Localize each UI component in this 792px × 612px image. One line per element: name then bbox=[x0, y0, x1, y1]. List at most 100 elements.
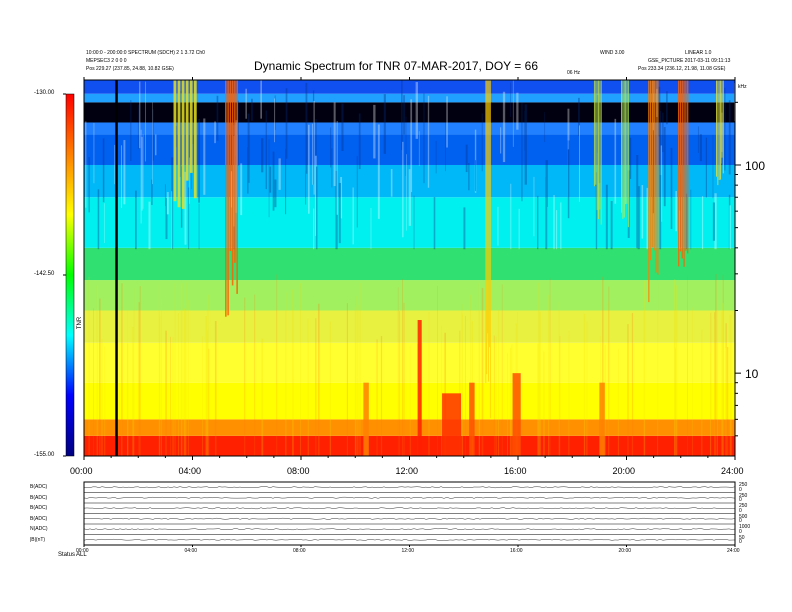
spectrum-streak bbox=[641, 185, 644, 239]
spectrum-streak bbox=[171, 157, 174, 250]
spectrum-band-1 bbox=[84, 419, 735, 436]
spectrum-streak bbox=[329, 321, 331, 456]
spectrum-streak bbox=[660, 145, 663, 222]
burst-lane bbox=[621, 80, 623, 213]
spectrum-streak bbox=[714, 319, 716, 456]
spectrum-streak bbox=[104, 203, 105, 244]
x-tick-label: 16:00 bbox=[504, 466, 527, 476]
spectrum-streak bbox=[383, 94, 386, 154]
spectrum-streak bbox=[610, 201, 613, 250]
burst-lane bbox=[181, 80, 185, 209]
spectrum-streak bbox=[161, 298, 162, 456]
spectrum-streak bbox=[240, 163, 243, 216]
spectrum-streak bbox=[338, 182, 341, 244]
burst-lane bbox=[716, 80, 717, 177]
spectrum-streak bbox=[548, 294, 550, 456]
spectrum-streak bbox=[468, 162, 470, 191]
spectrum-streak bbox=[465, 315, 466, 456]
spectrum-streak bbox=[164, 184, 166, 207]
burst-lane bbox=[486, 80, 488, 375]
spectrum-streak bbox=[629, 137, 632, 179]
bottom-row-scale: 500 bbox=[739, 513, 748, 520]
header-info-right-3: GSE_PICTURE 2017-03-11 09:11:13 bbox=[648, 58, 731, 64]
spectrum-streak bbox=[101, 339, 103, 456]
spectrum-streak bbox=[717, 282, 718, 456]
bottom-row-scale: 1000 bbox=[739, 524, 751, 530]
spectrum-streak bbox=[401, 80, 403, 151]
burst-lane bbox=[657, 80, 659, 275]
spectrum-streak bbox=[336, 120, 338, 215]
spectrum-streak bbox=[313, 100, 315, 195]
spectrum-streak bbox=[462, 313, 463, 456]
spectrum-streak bbox=[216, 95, 219, 141]
spectrum-streak bbox=[728, 194, 731, 250]
spectrum-streak bbox=[712, 134, 714, 199]
spectrum-streak bbox=[428, 312, 430, 456]
spectrum-streak bbox=[674, 279, 676, 456]
spectrum-streak bbox=[172, 337, 174, 456]
spectrum-streak bbox=[712, 202, 715, 241]
spectrum-streak bbox=[403, 302, 405, 456]
bottom-row-scale: 0 bbox=[739, 528, 742, 535]
spectrum-streak bbox=[544, 112, 546, 143]
header-info-line-2: MEPSEC3 2 0 0 0 bbox=[86, 58, 127, 64]
spectrum-streak bbox=[726, 347, 729, 456]
spectrum-streak bbox=[666, 91, 668, 125]
spectrum-streak bbox=[356, 156, 358, 228]
low-freq-enhancement-5 bbox=[363, 382, 369, 456]
spectrum-streak bbox=[285, 292, 287, 456]
spectrum-streak bbox=[152, 109, 154, 161]
spectrum-streak bbox=[475, 160, 476, 192]
spectrum-streak bbox=[148, 201, 151, 250]
burst-lane bbox=[593, 80, 595, 187]
spectrum-streak bbox=[608, 301, 609, 456]
burst-lane bbox=[488, 80, 489, 382]
radio-burst-0 bbox=[173, 80, 197, 209]
colorbar-tick-label: -130.00 bbox=[34, 90, 55, 96]
y-tick-label: 100 bbox=[745, 158, 766, 173]
spectrum-streak bbox=[524, 110, 526, 151]
spectrum-streak bbox=[410, 99, 413, 193]
burst-lane bbox=[622, 80, 624, 219]
x-tick-label: 04:00 bbox=[178, 466, 202, 476]
spectrum-streak bbox=[114, 144, 117, 185]
header-mid-label: 06 Hz bbox=[567, 70, 581, 76]
burst-lane bbox=[234, 80, 236, 263]
spectrum-streak bbox=[235, 123, 238, 156]
spectrum-streak bbox=[418, 131, 420, 166]
spectrum-streak bbox=[631, 312, 634, 456]
burst-lane bbox=[685, 80, 687, 251]
spectrum-streak bbox=[346, 303, 348, 456]
spectrum-streak bbox=[170, 336, 171, 456]
spectrum-streak bbox=[132, 326, 134, 456]
spectrum-streak bbox=[627, 324, 629, 456]
spectrum-streak bbox=[685, 193, 688, 249]
spectrum-streak bbox=[180, 166, 183, 228]
spectrum-streak bbox=[285, 88, 288, 159]
spectrum-streak bbox=[402, 141, 404, 238]
spectrum-streak bbox=[459, 330, 461, 456]
spectrum-streak bbox=[261, 338, 264, 456]
burst-lane bbox=[489, 80, 491, 419]
spectrum-streak bbox=[598, 116, 601, 184]
spectrum-streak bbox=[272, 151, 275, 211]
low-freq-enhancement-0 bbox=[417, 320, 422, 456]
low-freq-enhancement-1 bbox=[442, 393, 462, 456]
spectrum-streak bbox=[93, 122, 95, 184]
burst-lane bbox=[189, 80, 193, 173]
spectrum-streak bbox=[537, 343, 539, 456]
burst-lane bbox=[681, 80, 683, 259]
spectrum-streak bbox=[285, 148, 287, 215]
spectrum-streak bbox=[399, 311, 400, 456]
spectrum-streak bbox=[674, 348, 676, 456]
spectrum-streak bbox=[670, 147, 673, 229]
spectrum-streak bbox=[433, 197, 436, 250]
spectrum-streak bbox=[715, 273, 717, 456]
spectrum-streak bbox=[268, 139, 270, 218]
spectrum-streak bbox=[335, 170, 338, 250]
spectrum-streak bbox=[729, 314, 732, 456]
spectrum-streak bbox=[333, 102, 336, 187]
spectrum-streak bbox=[274, 98, 275, 143]
spectrum-streak bbox=[714, 312, 716, 456]
